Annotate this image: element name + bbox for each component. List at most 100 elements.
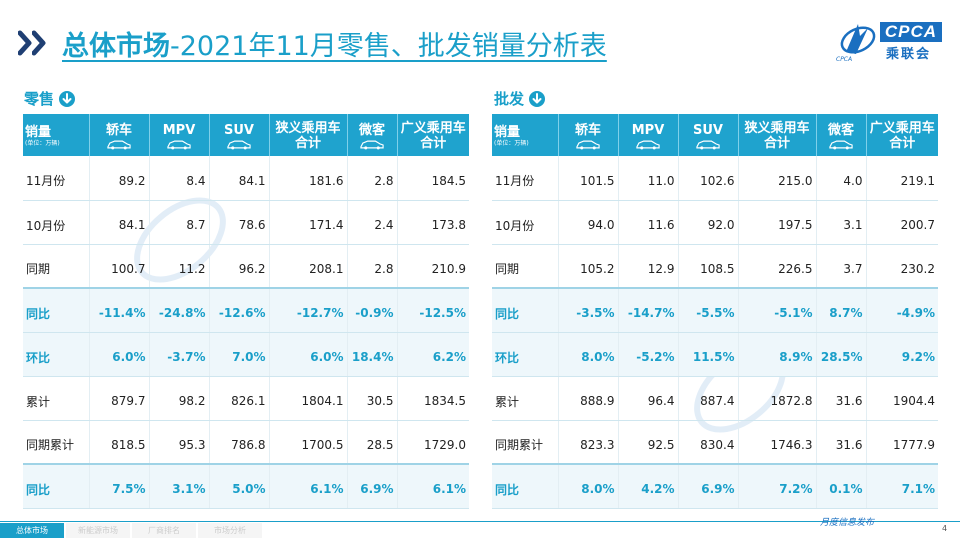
cell-mpv: 12.9: [618, 244, 679, 289]
cell-microvan: -0.9%: [347, 288, 398, 333]
cell-narrow-total: 7.2%: [738, 464, 817, 509]
table-row: 同期累计 818.5 95.3 786.8 1700.5 28.5 1729.0: [23, 420, 469, 465]
cell-microvan: 28.5%: [816, 332, 867, 377]
page-title-rest: -2021年11月零售、批发销量分析表: [170, 30, 607, 62]
header-label-narrow-total: 狭义乘用车: [744, 121, 810, 136]
table-row: 累计 888.9 96.4 887.4 1872.8 31.6 1904.4: [492, 376, 938, 421]
cell-narrow-total: 6.0%: [269, 332, 348, 377]
cell-broad-total: 1777.9: [866, 420, 938, 465]
header-cell-suv: SUV: [209, 114, 270, 156]
cell-microvan: 2.8: [347, 156, 398, 201]
minibus-icon: [360, 140, 384, 149]
row-label: 环比: [492, 332, 559, 377]
wholesale-section-label: 批发: [494, 88, 546, 109]
cell-mpv: 96.4: [618, 376, 679, 421]
cell-suv: 887.4: [678, 376, 739, 421]
page-title-bold: 总体市场: [62, 30, 170, 62]
cell-mpv: 3.1%: [149, 464, 210, 509]
cell-mpv: 4.2%: [618, 464, 679, 509]
cell-microvan: 31.6: [816, 376, 867, 421]
cell-sedan: -3.5%: [558, 288, 619, 333]
cell-mpv: 95.3: [149, 420, 210, 465]
cell-mpv: 11.6: [618, 200, 679, 245]
cell-narrow-total: -12.7%: [269, 288, 348, 333]
cell-narrow-total: -5.1%: [738, 288, 817, 333]
header-cell-sedan: 轿车: [89, 114, 150, 156]
tab-new-energy-market[interactable]: 新能源市场: [66, 523, 130, 538]
cpca-logo: CPCA 乘联会 CPCA: [834, 16, 946, 64]
header-label-suv: SUV: [693, 122, 723, 138]
row-label: 10月份: [492, 200, 559, 245]
tab-overall-market[interactable]: 总体市场: [0, 523, 64, 538]
table-header-row: 销量 (单位：万辆) 轿车 MPV SUV 狭义乘用车 合计 微客 广义乘用车 合计: [492, 114, 938, 156]
cell-suv: -12.6%: [209, 288, 270, 333]
cell-mpv: 98.2: [149, 376, 210, 421]
table-row: 10月份 84.1 8.7 78.6 171.4 2.4 173.8: [23, 200, 469, 245]
cell-mpv: 11.2: [149, 244, 210, 289]
logo-cn-text: 乘联会: [886, 47, 932, 62]
tab-market-analysis[interactable]: 市场分析: [198, 523, 262, 538]
suv-icon: [696, 140, 720, 149]
cell-suv: -5.5%: [678, 288, 739, 333]
row-label: 同比: [492, 288, 559, 333]
cell-broad-total: 1729.0: [397, 420, 469, 465]
cell-mpv: 11.0: [618, 156, 679, 201]
header-label-sedan: 轿车: [574, 122, 601, 138]
row-label: 累计: [492, 376, 559, 421]
cell-broad-total: 1834.5: [397, 376, 469, 421]
logo-small-text: CPCA: [836, 56, 853, 63]
table-row: 同期 100.7 11.2 96.2 208.1 2.8 210.9: [23, 244, 469, 289]
cell-sedan: 888.9: [558, 376, 619, 421]
table-row: 11月份 101.5 11.0 102.6 215.0 4.0 219.1: [492, 156, 938, 201]
header-unit-label: (单位：万辆): [494, 139, 529, 147]
cell-narrow-total: 1700.5: [269, 420, 348, 465]
cell-microvan: 4.0: [816, 156, 867, 201]
suv-icon: [227, 140, 251, 149]
table-row: 同比 -3.5% -14.7% -5.5% -5.1% 8.7% -4.9%: [492, 288, 938, 333]
footer-tabs: 总体市场 新能源市场 厂商排名 市场分析: [0, 523, 264, 538]
cell-sedan: 823.3: [558, 420, 619, 465]
cell-narrow-total: 197.5: [738, 200, 817, 245]
cell-narrow-total: 208.1: [269, 244, 348, 289]
cell-sedan: 6.0%: [89, 332, 150, 377]
cell-microvan: 30.5: [347, 376, 398, 421]
cell-broad-total: 173.8: [397, 200, 469, 245]
table-header-row: 销量 (单位：万辆) 轿车 MPV SUV 狭义乘用车 合计 微客 广义乘用车 合计: [23, 114, 469, 156]
cell-suv: 830.4: [678, 420, 739, 465]
row-label: 11月份: [23, 156, 90, 201]
cell-sedan: 100.7: [89, 244, 150, 289]
row-label: 同比: [23, 464, 90, 509]
cpca-ring-icon: [840, 24, 876, 54]
row-label: 11月份: [492, 156, 559, 201]
page-title: 总体市场-2021年11月零售、批发销量分析表: [62, 24, 607, 63]
cell-sedan: 101.5: [558, 156, 619, 201]
cell-narrow-total: 181.6: [269, 156, 348, 201]
header-cell-mpv: MPV: [618, 114, 679, 156]
cell-mpv: -24.8%: [149, 288, 210, 333]
row-label: 同期累计: [23, 420, 90, 465]
cell-broad-total: 230.2: [866, 244, 938, 289]
header-label-broad-total: 合计: [420, 136, 447, 151]
header-cell-mpv: MPV: [149, 114, 210, 156]
cell-microvan: 18.4%: [347, 332, 398, 377]
tab-manufacturer-ranking[interactable]: 厂商排名: [132, 523, 196, 538]
arrow-down-circle-icon: [59, 90, 76, 107]
cell-narrow-total: 8.9%: [738, 332, 817, 377]
header-label-mpv: MPV: [162, 122, 196, 138]
cell-broad-total: -4.9%: [866, 288, 938, 333]
header-label-narrow-total: 狭义乘用车: [275, 121, 341, 136]
cell-sedan: 7.5%: [89, 464, 150, 509]
table-row: 10月份 94.0 11.6 92.0 197.5 3.1 200.7: [492, 200, 938, 245]
cell-microvan: 8.7%: [816, 288, 867, 333]
cell-suv: 6.9%: [678, 464, 739, 509]
row-label: 同期: [23, 244, 90, 289]
cell-suv: 108.5: [678, 244, 739, 289]
cell-microvan: 3.1: [816, 200, 867, 245]
cell-broad-total: 1904.4: [866, 376, 938, 421]
monthly-publish-label: 月度信息发布: [820, 518, 875, 528]
header-cell-sales: 销量 (单位：万辆): [492, 114, 559, 156]
cell-narrow-total: 6.1%: [269, 464, 348, 509]
mpv-icon: [636, 140, 660, 149]
table-row: 累计 879.7 98.2 826.1 1804.1 30.5 1834.5: [23, 376, 469, 421]
cell-suv: 826.1: [209, 376, 270, 421]
